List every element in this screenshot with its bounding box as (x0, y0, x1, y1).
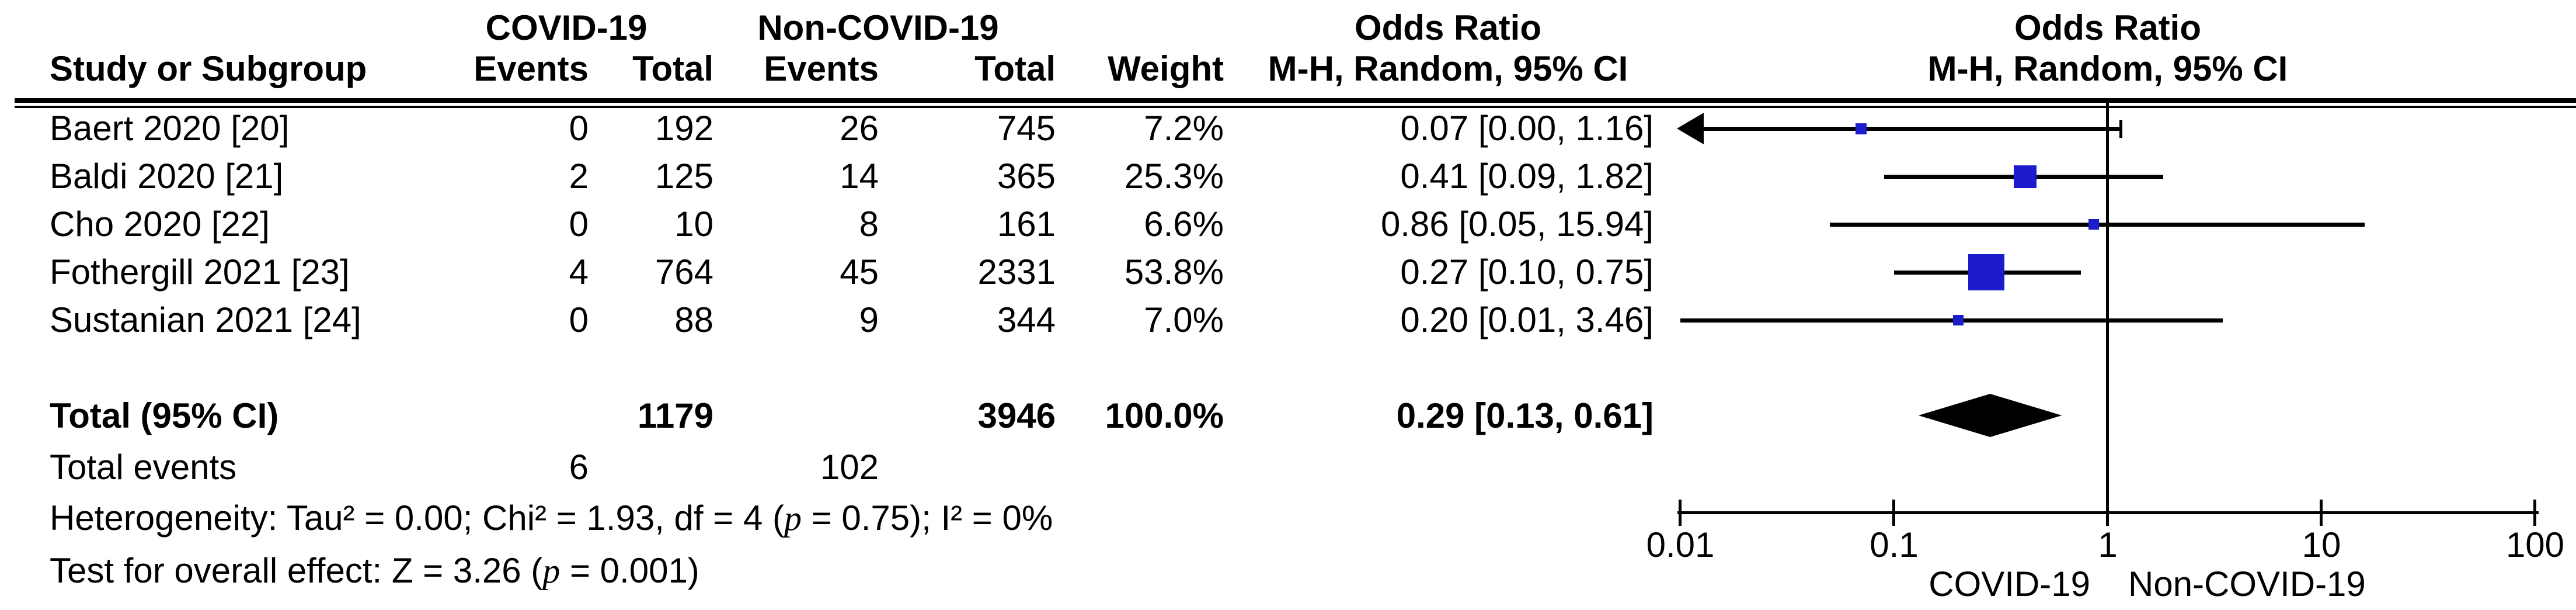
covid-group-header: COVID-19 (485, 8, 648, 47)
odds-ratio-header-left: Odds Ratio (1354, 8, 1541, 47)
study-label: Cho 2020 [22] (50, 205, 270, 244)
study-label: Baert 2020 [20] (50, 109, 290, 148)
header-rule-bottom (15, 106, 2576, 108)
ci-left-arrow-icon (1677, 113, 1704, 144)
heterogeneity-suffix: = 0.75); I² = 0% (801, 498, 1053, 538)
noncovid-events-value: 14 (840, 157, 879, 196)
study-label: Sustanian 2021 [24] (50, 300, 361, 339)
total-diamond (1918, 394, 2062, 437)
study-weight-marker (2088, 219, 2099, 230)
covid-events-column-header: Events (474, 49, 589, 88)
noncovid-total-column-header: Total (974, 49, 1056, 88)
covid-total-value: 764 (655, 252, 713, 292)
total-label: Total (95% CI) (50, 396, 279, 435)
weight-column-header: Weight (1108, 49, 1224, 88)
favours-right-label: Non-COVID-19 (2128, 564, 2366, 604)
covid-events-value: 0 (569, 300, 589, 339)
axis-tick-label: 1 (2098, 525, 2118, 564)
covid-events-value: 0 (569, 205, 589, 244)
overall-effect-text: Test for overall effect: Z = 3.26 (p = 0… (50, 551, 699, 590)
noncovid-total-events: 102 (820, 448, 879, 487)
noncovid-total-value: 344 (997, 300, 1056, 339)
favours-left-label: COVID-19 (1928, 564, 2090, 604)
study-weight-marker (1968, 254, 2004, 290)
p-symbol: p (784, 499, 802, 538)
noncovid-events-value: 9 (859, 300, 879, 339)
axis-tick (1892, 500, 1895, 526)
noncovid-total-value: 161 (997, 205, 1056, 244)
no-effect-line (2106, 103, 2109, 513)
covid-total-events: 6 (569, 448, 589, 487)
column-header-row: Study or Subgroup Events Total Events To… (0, 51, 2576, 87)
or-ci-value: 0.86 [0.05, 15.94] (1380, 205, 1653, 244)
or-ci-value: 0.20 [0.01, 3.46] (1400, 300, 1653, 339)
axis-tick-label: 100 (2505, 525, 2565, 564)
axis-tick (1679, 500, 1682, 526)
noncovid-group-header: Non-COVID-19 (757, 8, 999, 47)
or-ci-value: 0.41 [0.09, 1.82] (1400, 157, 1653, 196)
covid-events-value: 0 (569, 109, 589, 148)
noncovid-total-value: 2331 (977, 252, 1056, 292)
study-weight-marker (1953, 315, 1964, 325)
weight-value: 7.2% (1144, 109, 1224, 148)
overall-effect-suffix: = 0.001) (560, 551, 699, 590)
weight-value: 6.6% (1144, 205, 1224, 244)
odds-ratio-header-right: Odds Ratio (2014, 8, 2201, 47)
covid-total-value: 125 (655, 157, 713, 196)
noncovid-events-value: 8 (859, 205, 879, 244)
covid-total-column-header: Total (632, 49, 713, 88)
covid-total-value: 192 (655, 109, 713, 148)
noncovid-total-value: 365 (997, 157, 1056, 196)
total-row: Total (95% CI) 1179 3946 100.0% 0.29 [0.… (0, 398, 2576, 434)
or-ci-value: 0.27 [0.10, 0.75] (1400, 252, 1653, 292)
table-row: Baldi 2020 [21] 2 125 14 365 25.3% 0.41 … (0, 158, 2576, 195)
heterogeneity-prefix: Heterogeneity: Tau² = 0.00; Chi² = 1.93,… (50, 498, 784, 538)
study-weight-marker (1856, 123, 1867, 134)
table-row: Cho 2020 [22] 0 10 8 161 6.6% 0.86 [0.05… (0, 206, 2576, 242)
study-weight-marker (2014, 165, 2037, 188)
covid-events-value: 4 (569, 252, 589, 292)
total-or-ci: 0.29 [0.13, 0.61] (1396, 396, 1653, 435)
noncovid-grand-total: 3946 (977, 396, 1056, 435)
covid-total-value: 10 (674, 205, 713, 244)
ci-end-cap (2119, 120, 2122, 138)
weight-value: 53.8% (1124, 252, 1224, 292)
overall-effect-prefix: Test for overall effect: Z = 3.26 ( (50, 551, 543, 590)
heterogeneity-text: Heterogeneity: Tau² = 0.00; Chi² = 1.93,… (50, 498, 1053, 538)
or-ci-column-header: M-H, Random, 95% CI (1268, 49, 1628, 88)
axis-tick (2320, 500, 2323, 526)
total-events-row: Total events 6 102 (0, 449, 2576, 486)
covid-grand-total: 1179 (637, 396, 713, 435)
study-label: Baldi 2020 [21] (50, 157, 284, 196)
table-row: Baert 2020 [20] 0 192 26 745 7.2% 0.07 [… (0, 110, 2576, 147)
covid-events-value: 2 (569, 157, 589, 196)
axis-tick-label: 10 (2302, 525, 2341, 564)
table-row: Fothergill 2021 [23] 4 764 45 2331 53.8%… (0, 254, 2576, 290)
weight-value: 25.3% (1124, 157, 1224, 196)
axis-tick (2106, 500, 2109, 526)
study-label: Fothergill 2021 [23] (50, 252, 350, 292)
p-symbol: p (542, 552, 561, 590)
axis-tick-label: 0.01 (1646, 525, 1715, 564)
total-weight: 100.0% (1105, 396, 1224, 435)
axis-tick (2533, 500, 2536, 526)
axis-tick-label: 0.1 (1870, 525, 1919, 564)
or-ci-plot-column-header: M-H, Random, 95% CI (1927, 49, 2288, 88)
total-events-label: Total events (50, 448, 237, 487)
or-ci-value: 0.07 [0.00, 1.16] (1400, 109, 1653, 148)
header-rule-top (15, 98, 2576, 103)
noncovid-events-column-header: Events (764, 49, 879, 88)
table-row: Sustanian 2021 [24] 0 88 9 344 7.0% 0.20… (0, 302, 2576, 338)
covid-total-value: 88 (674, 300, 713, 339)
noncovid-events-value: 45 (840, 252, 879, 292)
ci-line (1701, 127, 2122, 131)
noncovid-total-value: 745 (997, 109, 1056, 148)
study-column-header: Study or Subgroup (50, 49, 367, 88)
weight-value: 7.0% (1144, 300, 1224, 339)
ci-line (1680, 318, 2223, 323)
noncovid-events-value: 26 (840, 109, 879, 148)
